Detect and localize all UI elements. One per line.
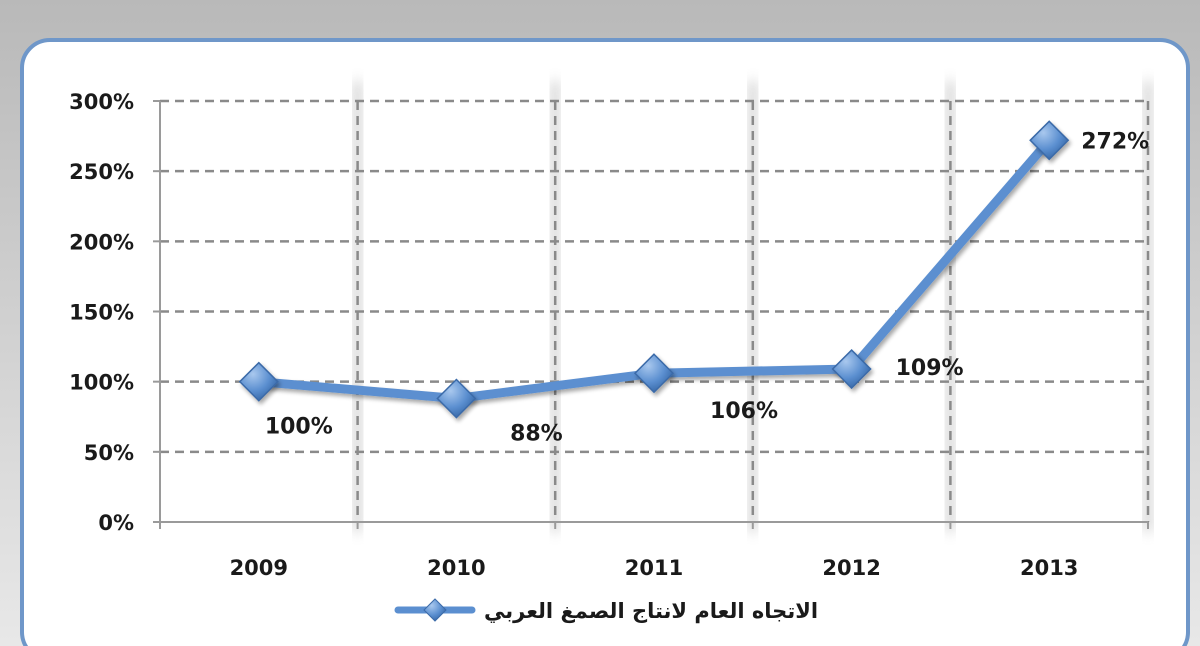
legend-label: الاتجاه العام لانتاج الصمغ العربي [484,599,818,624]
data-label: 109% [896,356,964,381]
y-tick-label: 150% [69,301,134,325]
x-tick-label: 2012 [822,556,880,580]
data-labels: 100% 88% 106% 109% 272% [265,129,1149,446]
y-tick-label: 300% [69,90,134,114]
data-label: 272% [1081,129,1149,154]
data-point-marker [436,378,477,419]
series-line-group [238,120,1070,419]
y-tick-label: 100% [69,371,134,395]
data-label: 100% [265,415,333,440]
x-tick-label: 2011 [625,556,683,580]
y-tick-labels: 0% 50% 100% 150% 200% 250% 300% [69,90,134,535]
y-tick-label: 50% [84,441,134,465]
axes [153,100,1149,529]
data-point-marker [633,353,675,394]
legend-marker-icon [423,598,447,622]
data-label: 106% [710,399,778,424]
legend: الاتجاه العام لانتاج الصمغ العربي [394,598,818,624]
y-tick-label: 0% [98,511,134,535]
vertical-band [946,81,955,532]
gridlines [160,99,1150,522]
vertical-band [551,81,560,532]
data-point-marker [238,361,279,402]
x-tick-labels: 2009 2010 2011 2012 2013 [230,556,1079,580]
vertical-bands [353,81,1152,532]
y-tick-label: 250% [69,160,134,184]
data-point-marker [1029,120,1070,161]
data-label: 88% [510,422,563,447]
vertical-band [748,81,757,532]
x-tick-label: 2010 [427,556,485,580]
vertical-band [1144,81,1152,532]
x-tick-label: 2013 [1020,556,1078,580]
data-point-marker [831,348,872,390]
y-tick-label: 200% [69,230,134,254]
x-tick-label: 2009 [230,556,288,580]
chart-frame [20,38,1190,646]
vertical-band [353,81,362,532]
